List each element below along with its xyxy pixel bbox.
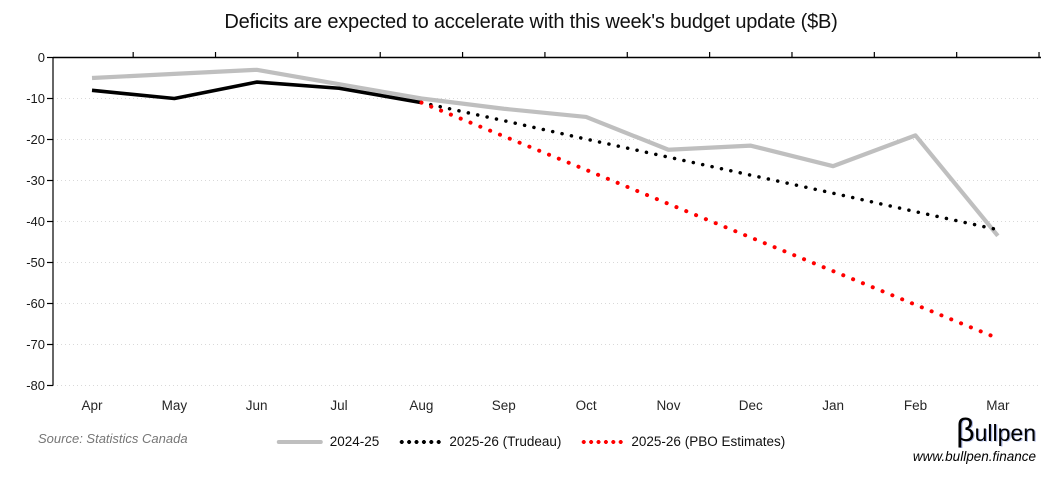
x-axis-label: Sep [492, 398, 516, 413]
y-axis-label: -20 [26, 132, 45, 147]
brand: βullpen www.bullpen.finance [913, 413, 1036, 464]
brand-logo: βullpen [913, 413, 1036, 450]
y-axis-label: -60 [26, 296, 45, 311]
legend-swatch-red-dots [580, 438, 625, 445]
series-line-2024-25 [91, 67, 1000, 238]
x-axis-label: May [162, 398, 188, 413]
source-note: Source: Statistics Canada [38, 431, 188, 446]
series-line-2025-26-trudeau [419, 100, 1000, 232]
x-axis-label: Mar [986, 398, 1010, 413]
legend-label: 2025-26 (PBO Estimates) [631, 434, 786, 449]
x-axis-label: Apr [81, 398, 103, 413]
legend: 2024-25 2025-26 (Trudeau) 2025-26 (PBO E… [276, 434, 785, 449]
y-axis-label: -50 [26, 255, 45, 270]
legend-swatch-gray-line [276, 439, 323, 444]
x-axis-label: Nov [656, 398, 680, 413]
x-axis-label: Jun [246, 398, 268, 413]
x-axis-label: Oct [576, 398, 597, 413]
y-axis-label: -40 [26, 214, 45, 229]
plot-area: 0 -10 -20 -30 -40 -50 -60 -70 -80 Apr May Jun Jul Aug… [26, 50, 1041, 413]
brand-wordmark: ullpen [974, 420, 1036, 446]
legend-label: 2024-25 [329, 434, 380, 449]
legend-item-pbo: 2025-26 (PBO Estimates) [580, 434, 785, 449]
y-axis-label: -30 [26, 173, 45, 188]
y-axis-label: -80 [26, 378, 45, 393]
x-axis-label: Dec [739, 398, 763, 413]
series-line-2025-26-pbo [419, 100, 1000, 341]
legend-label: 2025-26 (Trudeau) [449, 434, 562, 449]
legend-item-2024-25: 2024-25 [276, 434, 380, 449]
x-axis-label: Jul [330, 398, 347, 413]
series-line-2025-26-actual [91, 80, 422, 105]
y-axis-label: -10 [26, 91, 45, 106]
x-axis-label: Aug [409, 398, 433, 413]
legend-item-trudeau: 2025-26 (Trudeau) [398, 434, 561, 449]
brand-beta-glyph: β [956, 412, 975, 448]
brand-url: www.bullpen.finance [912, 449, 1036, 464]
y-axis-label: -70 [26, 337, 45, 352]
x-axis-label: Feb [904, 398, 927, 413]
legend-swatch-black-dots [398, 438, 443, 445]
y-axis-label: 0 [38, 50, 45, 65]
chart-title: Deficits are expected to accelerate with… [224, 11, 838, 33]
x-axis-label: Jan [822, 398, 844, 413]
